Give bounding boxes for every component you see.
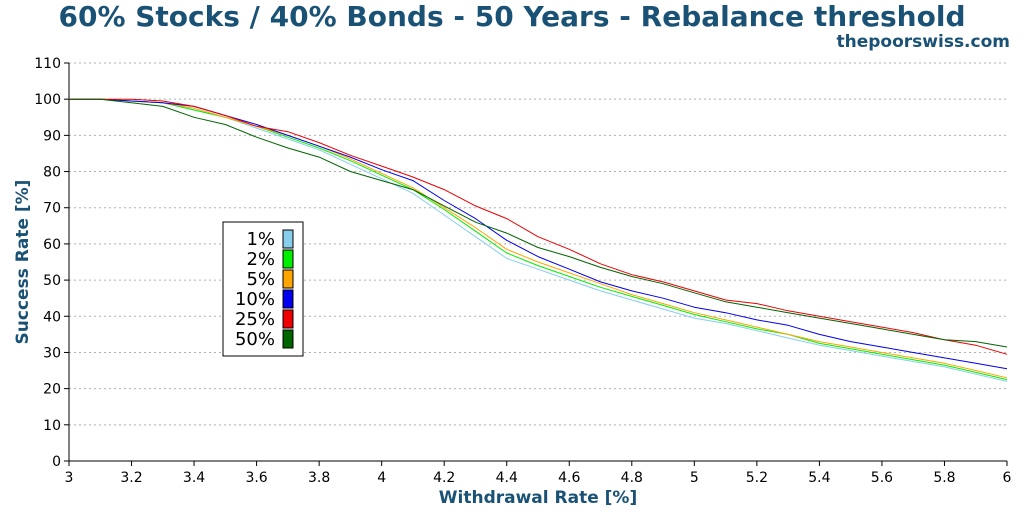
y-tick-label: 0 [52, 454, 61, 470]
series-line-25pct [69, 98, 1008, 355]
y-tick-label: 80 [43, 165, 61, 181]
legend-label: 5% [246, 269, 275, 290]
grid-lines [69, 62, 1007, 426]
x-tick-label: 6 [1003, 470, 1012, 486]
legend-swatch [282, 329, 294, 349]
y-tick-label: 10 [43, 418, 61, 434]
y-tick-label: 100 [34, 92, 61, 108]
series-line-5pct [69, 98, 1008, 379]
x-tick-label: 4.8 [621, 470, 643, 486]
series-line-50pct [69, 98, 1008, 348]
x-tick-label: 3.4 [183, 470, 205, 486]
series-line-1pct [69, 98, 1008, 382]
series-line-2pct [69, 98, 1008, 381]
x-tick-label: 5 [690, 470, 699, 486]
x-tick-label: 5.8 [933, 470, 955, 486]
y-tick-label: 110 [34, 56, 61, 72]
y-tick-label: 90 [43, 128, 61, 144]
x-tick-label: 3.8 [308, 470, 330, 486]
legend-label: 1% [246, 229, 275, 250]
brand-label: thepoorswiss.com [836, 32, 1011, 52]
x-tick-label: 4.6 [558, 470, 580, 486]
x-tick-label: 4.2 [433, 470, 455, 486]
legend: 1%2%5%10%25%50% [222, 221, 304, 357]
x-tick-label: 5.4 [808, 470, 830, 486]
chart-title: 60% Stocks / 40% Bonds - 50 Years - Reba… [58, 0, 966, 33]
axes: 0 10 20 30 40 50 60 70 80 90 100 110 3 3.2 3.4 3.6 3.8 4 4… [34, 56, 1011, 486]
legend-label: 10% [235, 289, 275, 310]
legend-swatch [282, 229, 294, 249]
legend-label: 25% [235, 309, 275, 330]
y-axis-title: Success Rate [%] [13, 180, 33, 345]
legend-label: 2% [246, 249, 275, 270]
x-tick-label: 4 [377, 470, 386, 486]
x-tick-label: 3.2 [120, 470, 142, 486]
y-tick-label: 50 [43, 273, 61, 289]
y-tick-label: 40 [43, 309, 61, 325]
x-tick-label: 5.2 [746, 470, 768, 486]
x-tick-label: 4.4 [496, 470, 518, 486]
y-tick-label: 70 [43, 201, 61, 217]
x-tick-label: 3 [65, 470, 74, 486]
x-tick-label: 3.6 [245, 470, 267, 486]
legend-swatch [282, 269, 294, 289]
y-tick-label: 20 [43, 382, 61, 398]
y-tick-label: 60 [43, 237, 61, 253]
legend-swatch [282, 249, 294, 269]
legend-swatch [282, 289, 294, 309]
legend-label: 50% [235, 329, 275, 350]
legend-swatch [282, 309, 294, 329]
y-tick-label: 30 [43, 345, 61, 361]
x-axis-title: Withdrawal Rate [%] [439, 488, 637, 508]
series-lines [69, 98, 1008, 382]
series-line-10pct [69, 98, 1008, 370]
x-tick-label: 5.6 [871, 470, 893, 486]
